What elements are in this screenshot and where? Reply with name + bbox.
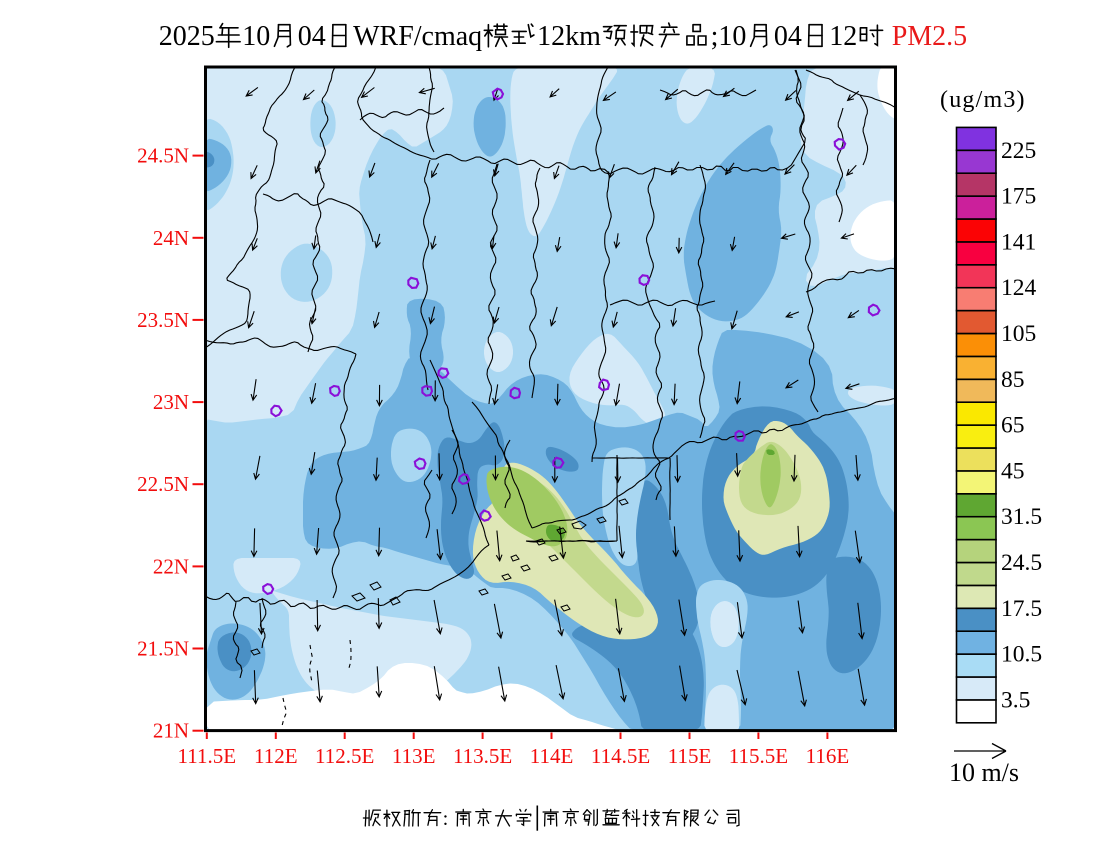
svg-text:12: 12 — [829, 21, 857, 52]
svg-text:04: 04 — [774, 21, 802, 52]
svg-text:24.5: 24.5 — [1001, 550, 1042, 576]
svg-text:WRF/cmaq: WRF/cmaq — [353, 21, 482, 52]
svg-text::: : — [443, 808, 454, 830]
svg-text:;10: ;10 — [711, 21, 747, 52]
svg-text:114.5E: 114.5E — [591, 744, 650, 768]
svg-text:85: 85 — [1001, 367, 1025, 393]
svg-text:PM2.5: PM2.5 — [892, 21, 967, 52]
svg-text:225: 225 — [1001, 138, 1036, 164]
svg-text:112E: 112E — [254, 744, 298, 768]
svg-text:22.5N: 22.5N — [137, 472, 189, 496]
svg-text:2025: 2025 — [159, 21, 215, 52]
svg-text:141: 141 — [1001, 229, 1036, 255]
svg-text:115E: 115E — [668, 744, 712, 768]
svg-text:24N: 24N — [153, 226, 189, 250]
svg-text:24.5N: 24.5N — [137, 144, 189, 168]
svg-text:175: 175 — [1001, 184, 1036, 210]
svg-text:115.5E: 115.5E — [729, 744, 788, 768]
svg-text:10 m/s: 10 m/s — [949, 758, 1019, 787]
svg-text:3.5: 3.5 — [1001, 687, 1030, 713]
svg-text:112.5E: 112.5E — [315, 744, 374, 768]
svg-text:113E: 113E — [392, 744, 436, 768]
svg-text:124: 124 — [1001, 275, 1037, 301]
svg-text:45: 45 — [1001, 458, 1025, 484]
svg-text:116E: 116E — [806, 744, 850, 768]
svg-text:21N: 21N — [153, 719, 189, 743]
svg-text:22N: 22N — [153, 554, 189, 578]
svg-text:111.5E: 111.5E — [178, 744, 237, 768]
svg-text:21.5N: 21.5N — [137, 637, 189, 661]
svg-text:31.5: 31.5 — [1001, 504, 1042, 530]
svg-text:65: 65 — [1001, 413, 1025, 439]
svg-text:23N: 23N — [153, 390, 189, 414]
svg-text:114E: 114E — [530, 744, 574, 768]
svg-text:105: 105 — [1001, 321, 1036, 347]
svg-text:10: 10 — [242, 21, 270, 52]
svg-text:23.5N: 23.5N — [137, 308, 189, 332]
svg-text:10.5: 10.5 — [1001, 642, 1042, 668]
svg-text:113.5E: 113.5E — [453, 744, 512, 768]
svg-text:17.5: 17.5 — [1001, 596, 1042, 622]
svg-text:04: 04 — [298, 21, 326, 52]
svg-text:12km: 12km — [537, 21, 601, 52]
svg-text:(ug/m3): (ug/m3) — [940, 87, 1026, 113]
